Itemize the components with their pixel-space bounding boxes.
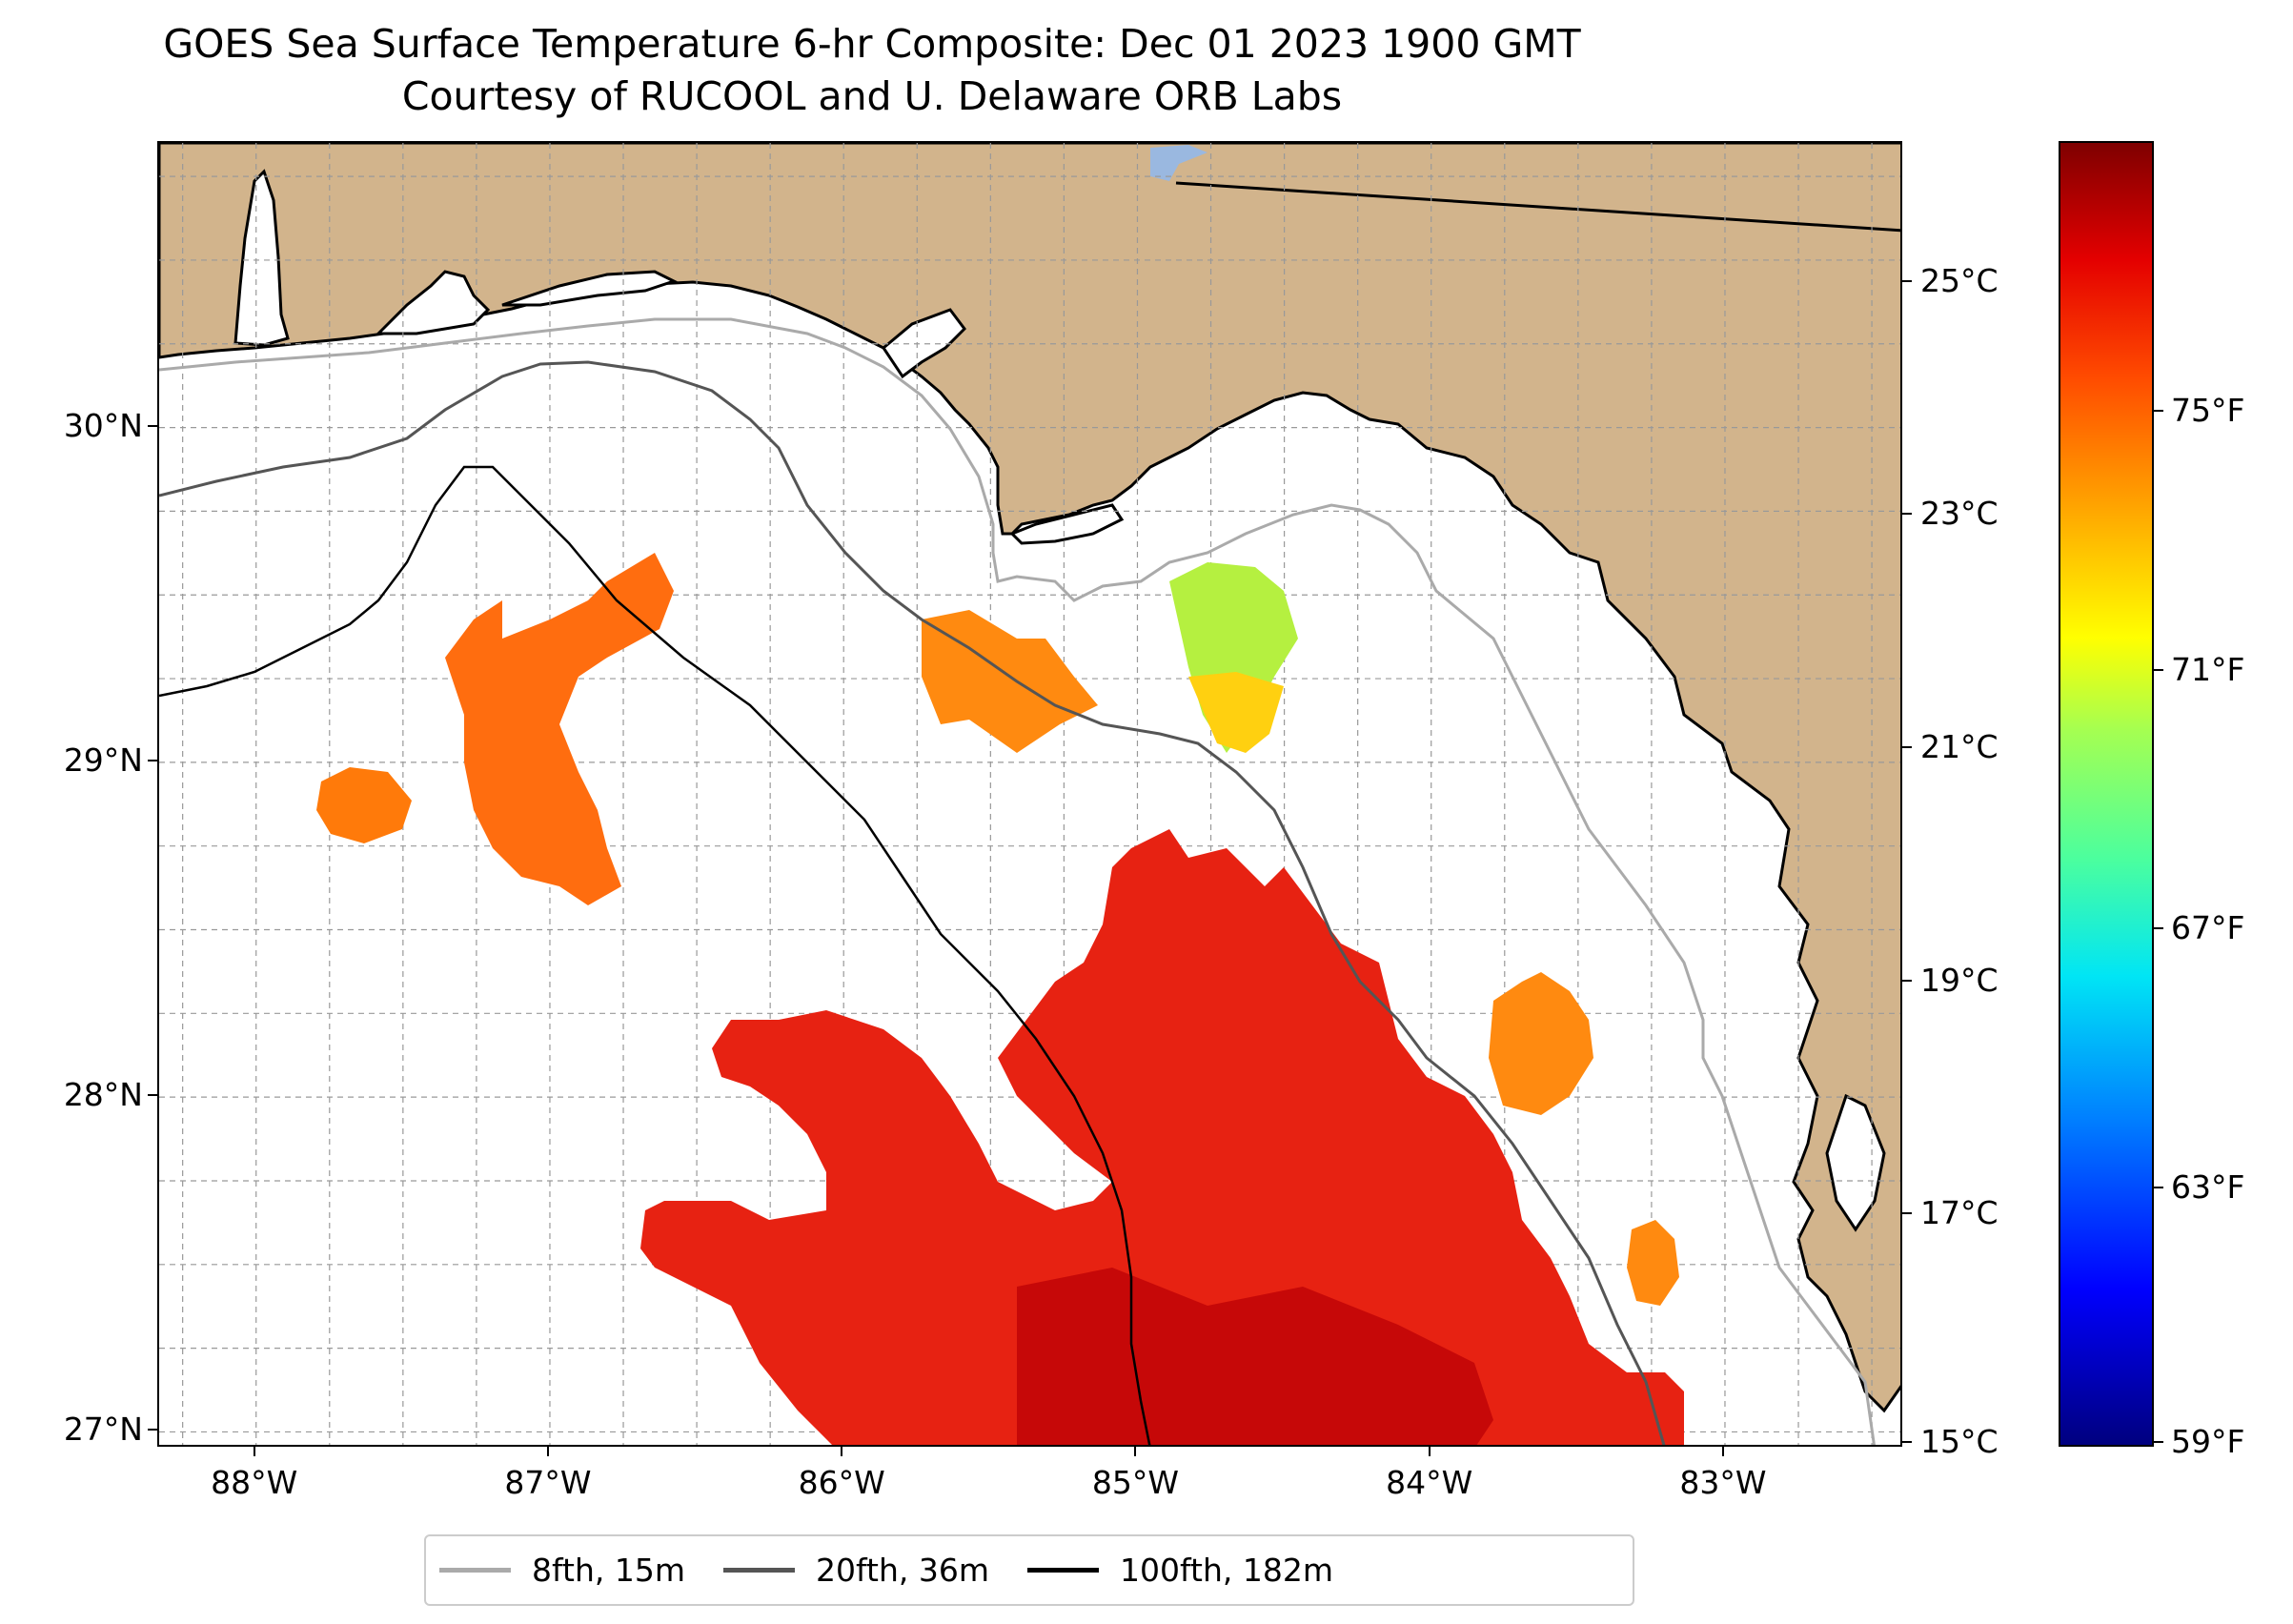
legend-swatch (1027, 1568, 1100, 1573)
latitude-tick (148, 1429, 157, 1431)
latitude-tick-label: 30°N (63, 406, 143, 444)
longitude-tick-label: 88°W (211, 1464, 298, 1501)
mobile-bay (233, 169, 290, 347)
isobath-20fth (159, 360, 1666, 1445)
longitude-tick-label: 83°W (1679, 1464, 1767, 1501)
latitude-tick (148, 1094, 157, 1097)
sst-patch-west-a (445, 553, 674, 905)
celsius-tick-label: 19°C (1920, 961, 1999, 999)
sst-patch-central (1017, 1268, 1493, 1445)
celsius-tick-label: 23°C (1920, 495, 1999, 533)
legend-label: 20fth, 36m (816, 1552, 990, 1589)
pensacola-bay (375, 270, 491, 335)
sst-patch-west-b (316, 767, 412, 843)
st-andrews-bay (882, 308, 966, 379)
longitude-tick-label: 87°W (504, 1464, 592, 1501)
celsius-tick-label: 25°C (1920, 261, 1999, 299)
longitude-tick (253, 1447, 255, 1456)
map-subtitle: Courtesy of RUCOOL and U. Delaware ORB L… (401, 73, 1343, 119)
legend-swatch (439, 1568, 511, 1573)
sst-field (316, 553, 1684, 1445)
longitude-tick (841, 1447, 843, 1456)
fahrenheit-tick-label: 67°F (2171, 909, 2245, 947)
fahrenheit-tick (2154, 1187, 2163, 1189)
isobath-8fth (159, 317, 1876, 1445)
celsius-tick (1902, 279, 1912, 282)
latitude-tick-label: 28°N (63, 1076, 143, 1114)
choctawhatchee-bay (501, 270, 678, 307)
sst-patch-east (1489, 972, 1593, 1115)
celsius-tick-label: 15°C (1920, 1423, 1999, 1460)
longitude-tick (1134, 1447, 1137, 1456)
longitude-tick-label: 86°W (798, 1464, 885, 1501)
legend-label: 100fth, 182m (1120, 1552, 1334, 1589)
map-title: GOES Sea Surface Temperature 6-hr Compos… (163, 21, 1581, 67)
isobath-100fth (159, 465, 1151, 1445)
fahrenheit-tick (2154, 409, 2163, 412)
celsius-tick (1902, 513, 1912, 516)
state-border (1175, 181, 1900, 233)
sst-patch-east-small (1627, 1220, 1679, 1306)
legend-label: 8fth, 15m (532, 1552, 686, 1589)
latitude-tick-label: 29°N (63, 741, 143, 779)
celsius-tick-label: 17°C (1920, 1194, 1999, 1232)
lake-seminole (1150, 145, 1207, 181)
longitude-tick (1428, 1447, 1431, 1456)
legend-item-8fth: 8fth, 15m (439, 1552, 685, 1589)
latitude-tick-label: 27°N (63, 1411, 143, 1449)
celsius-tick-label: 21°C (1920, 728, 1999, 766)
map-panel[interactable] (157, 141, 1902, 1447)
celsius-tick (1902, 1441, 1912, 1443)
fahrenheit-tick-label: 75°F (2171, 391, 2245, 429)
isobath-legend: 8fth, 15m 20fth, 36m 100fth, 182m (424, 1534, 1634, 1606)
legend-swatch (723, 1568, 796, 1573)
fahrenheit-tick-label: 71°F (2171, 650, 2245, 688)
longitude-tick (546, 1447, 549, 1456)
fahrenheit-tick-label: 59°F (2171, 1423, 2245, 1460)
latitude-tick (148, 424, 157, 427)
longitude-tick-label: 84°W (1386, 1464, 1473, 1501)
fahrenheit-tick-label: 63°F (2171, 1168, 2245, 1207)
legend-item-100fth: 100fth, 182m (1027, 1552, 1333, 1589)
longitude-tick-label: 85°W (1091, 1464, 1180, 1501)
fahrenheit-tick (2154, 668, 2163, 671)
celsius-tick (1902, 1212, 1912, 1215)
apalachicola-bay (1009, 503, 1125, 545)
sst-patch-southwest (640, 829, 1684, 1445)
celsius-tick (1902, 746, 1912, 749)
fahrenheit-tick (2154, 1441, 2163, 1443)
longitude-tick (1721, 1447, 1724, 1456)
fahrenheit-tick (2154, 927, 2163, 930)
colorbar (2059, 141, 2154, 1447)
legend-item-20fth: 20fth, 36m (723, 1552, 989, 1589)
sst-patch-bigbend-south (1188, 672, 1284, 753)
celsius-tick (1902, 979, 1912, 982)
latitude-tick (148, 759, 157, 761)
sst-map (159, 143, 1900, 1445)
